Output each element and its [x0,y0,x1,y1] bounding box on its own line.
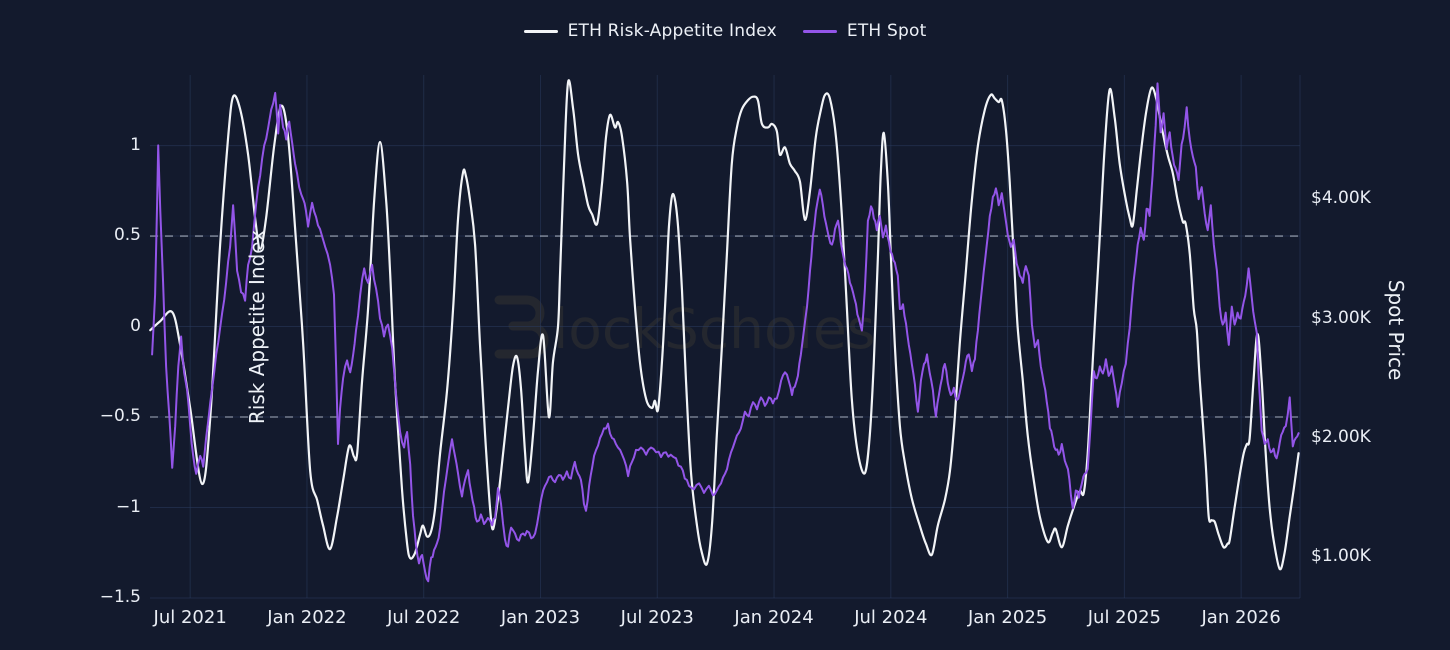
x-tick-label: Jul 2022 [387,607,461,628]
y-left-tick-label: −1 [115,496,141,517]
y-left-tick-label: 1 [130,134,141,155]
right-axis-title: Spot Price [1384,279,1408,381]
legend: ETH Risk-Appetite Index ETH Spot [0,21,1450,41]
y-right-tick-label: $4.00K [1311,188,1371,209]
x-tick-label: Jan 2024 [734,607,814,628]
y-right-tick-label: $3.00K [1311,307,1371,328]
y-right-tick-label: $1.00K [1311,546,1371,567]
x-tick-label: Jan 2022 [267,607,347,628]
x-tick-label: Jul 2024 [854,607,928,628]
legend-label: ETH Spot [846,21,927,41]
y-left-tick-label: −0.5 [99,406,141,427]
y-left-tick-label: 0 [130,315,141,336]
x-tick-label: Jan 2026 [1201,607,1281,628]
y-left-tick-label: −1.5 [99,587,141,607]
eth-spot-line-swatch-icon [802,29,837,33]
risk-appetite-line-swatch-icon [523,29,558,33]
x-tick-label: Jul 2025 [1087,607,1161,628]
dashed-guide-lines [150,235,1300,418]
left-axis-title: Risk Appetite Index [245,229,270,425]
legend-label: ETH Risk-Appetite Index [567,21,777,41]
y-left-tick-label: 0.5 [113,225,141,246]
x-tick-label: Jan 2023 [500,607,581,628]
x-tick-label: Jan 2025 [967,607,1048,628]
x-tick-label: Jul 2021 [153,607,227,628]
legend-item-risk-appetite-index[interactable]: ETH Risk-Appetite Index [523,21,777,41]
eth-spot-line [151,82,1300,583]
svg-text:lockScholes: lockScholes [553,297,875,361]
y-right-tick-label: $2.00K [1311,426,1371,447]
x-tick-label: Jul 2023 [620,607,694,628]
risk-appetite-index-line [149,79,1300,571]
legend-item-eth-spot[interactable]: ETH Spot [802,21,927,41]
